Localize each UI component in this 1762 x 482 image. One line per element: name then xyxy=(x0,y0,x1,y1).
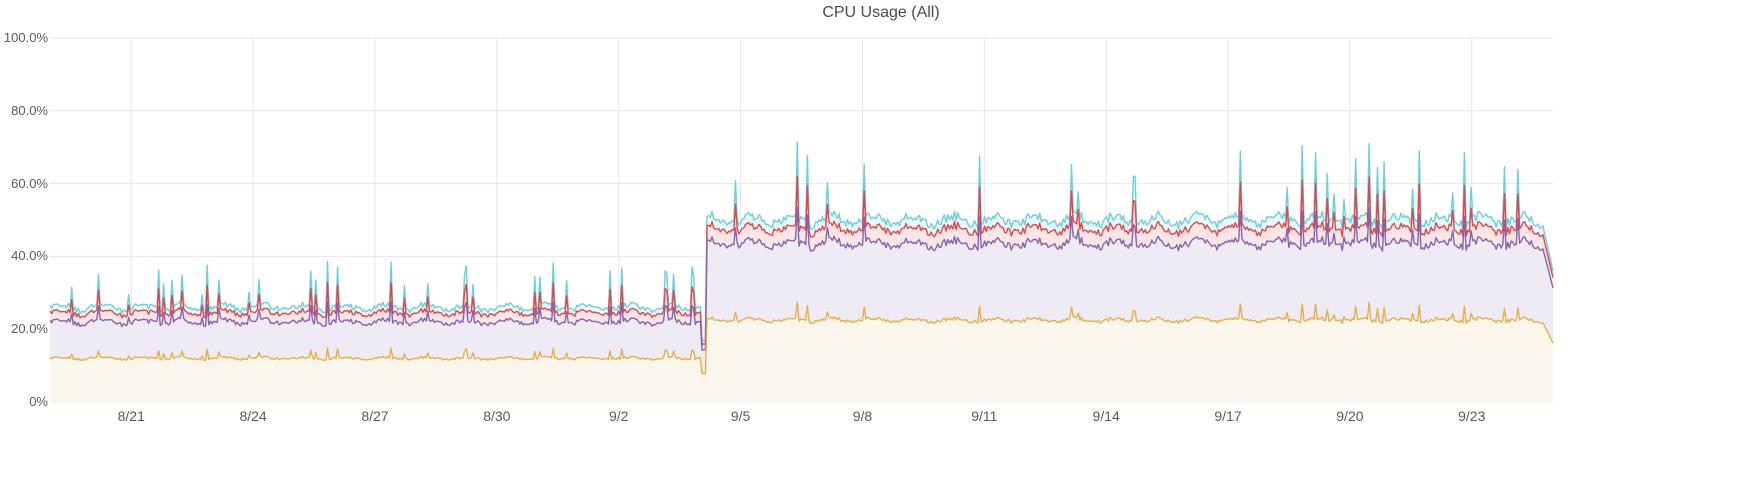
series-purple-line xyxy=(49,206,1554,351)
x-tick-label: 8/21 xyxy=(117,408,145,424)
x-tick-label: 9/2 xyxy=(608,408,629,424)
series-cyan-line xyxy=(49,141,1554,342)
y-tick-label: 0% xyxy=(29,394,48,409)
x-tick-label: 9/17 xyxy=(1214,408,1242,424)
chart-title: CPU Usage (All) xyxy=(822,4,940,21)
x-tick-label: 8/24 xyxy=(239,408,267,424)
series-orange-line xyxy=(49,301,1554,375)
series-orange-fill xyxy=(50,302,1553,402)
x-tick-label: 8/30 xyxy=(483,408,511,424)
x-tick-label: 9/11 xyxy=(971,408,998,424)
y-tick-label: 20.0% xyxy=(11,321,48,337)
x-tick-label: 9/20 xyxy=(1336,408,1364,424)
y-tick-label: 40.0% xyxy=(11,248,48,264)
y-tick-label: 60.0% xyxy=(11,175,48,191)
y-tick-label: 100.0% xyxy=(3,30,48,45)
x-tick-label: 9/8 xyxy=(852,408,873,424)
y-tick-label: 80.0% xyxy=(11,102,48,118)
x-tick-label: 9/14 xyxy=(1092,408,1120,424)
x-tick-label: 8/27 xyxy=(361,408,389,424)
x-tick-label: 9/23 xyxy=(1458,408,1486,424)
series-purple-fill xyxy=(50,207,1553,374)
x-tick-label: 9/5 xyxy=(730,408,751,424)
series-red-line xyxy=(49,175,1554,345)
